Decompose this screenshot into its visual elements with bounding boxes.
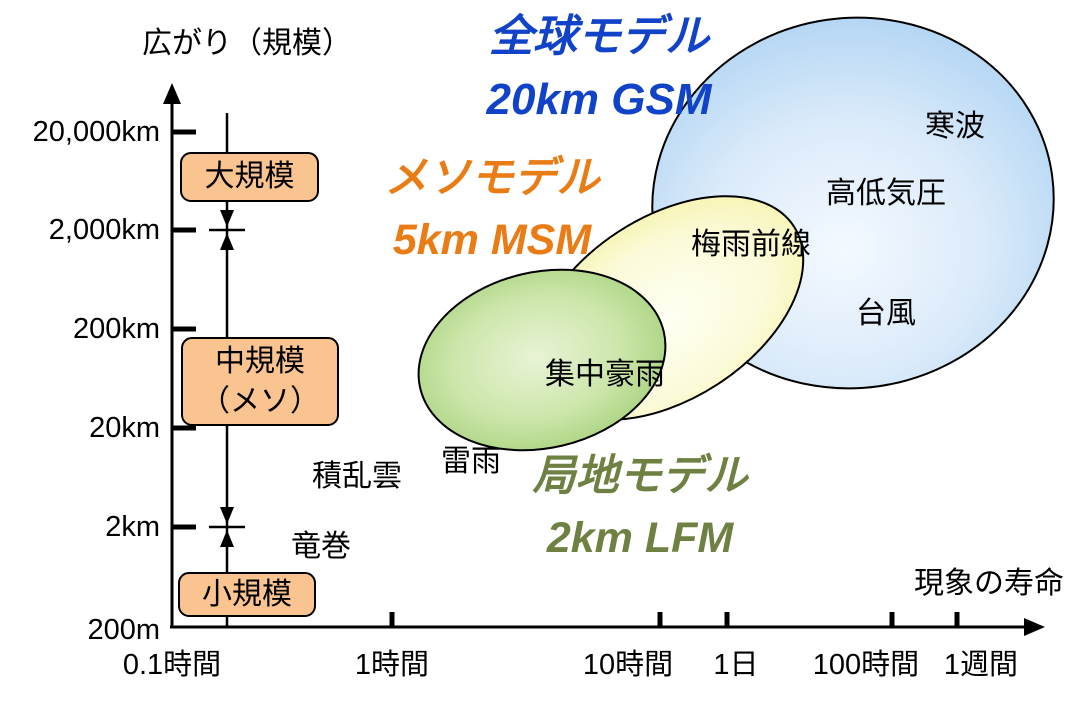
x-tick-label-1h: 1時間 [354,649,430,681]
label-baiu-front: 梅雨前線 [691,228,811,261]
label-typhoon: 台風 [856,297,916,330]
scale-box-meso-label-line1: 中規模 [215,344,305,378]
x-tick-label-1week: 1週間 [943,649,1019,681]
label-highs-lows: 高低気圧 [826,177,946,210]
msm-model-spec: 5km MSM [392,216,592,264]
x-tick-label-0-1h: 0.1時間 [122,649,222,681]
scale-box-meso-label-line2: （メソ） [200,384,320,418]
scale-divider-2000km [209,210,245,250]
label-tornado: 竜巻 [291,530,351,563]
y-tick-label-2000km: 2,000km [48,214,160,246]
lfm-model-title: 局地モデル 2km LFM [475,445,805,569]
y-tick-label-2km: 2km [105,511,160,543]
x-axis-ticks [389,612,960,627]
gsm-model-title: 全球モデル 20km GSM [434,5,764,131]
lfm-model-spec: 2km LFM [546,514,734,562]
y-tick-label-200m: 200m [87,614,160,646]
y-axis-ticks [172,129,196,530]
x-tick-label-1day: 1日 [713,649,759,681]
label-heavy-rain: 集中豪雨 [545,358,665,391]
y-axis-title: 広がり（規模） [142,27,352,60]
msm-model-name: メソモデル [384,154,600,202]
scale-box-large-label: 大規模 [204,160,295,193]
x-axis-title: 現象の寿命 [914,567,1064,600]
scale-box-meso: 中規模 （メソ） [181,337,339,426]
scale-divider-2km [209,507,245,547]
lfm-coverage-ellipse [417,268,667,452]
gsm-model-name: 全球モデル [489,12,709,61]
lfm-model-name: 局地モデル [532,452,748,500]
y-axis-arrow-icon [163,83,181,104]
scale-box-large: 大規模 [180,152,319,202]
x-axis-arrow-icon [1024,618,1045,636]
y-tick-label-20000km: 20,000km [32,116,160,148]
label-thunderstorm: 雷雨 [441,445,501,478]
y-tick-label-200km: 200km [72,313,160,345]
gsm-model-spec: 20km GSM [486,75,712,124]
msm-model-title: メソモデル 5km MSM [327,147,657,271]
label-cold-wave: 寒波 [925,110,985,143]
y-tick-label-20km: 20km [89,412,160,444]
x-tick-label-100h: 100時間 [812,649,920,681]
scale-box-small-label: 小規模 [202,577,292,611]
scale-box-small: 小規模 [178,572,316,617]
label-cumulonimbus: 積乱雲 [312,460,402,493]
x-tick-label-10h: 10時間 [582,649,674,681]
